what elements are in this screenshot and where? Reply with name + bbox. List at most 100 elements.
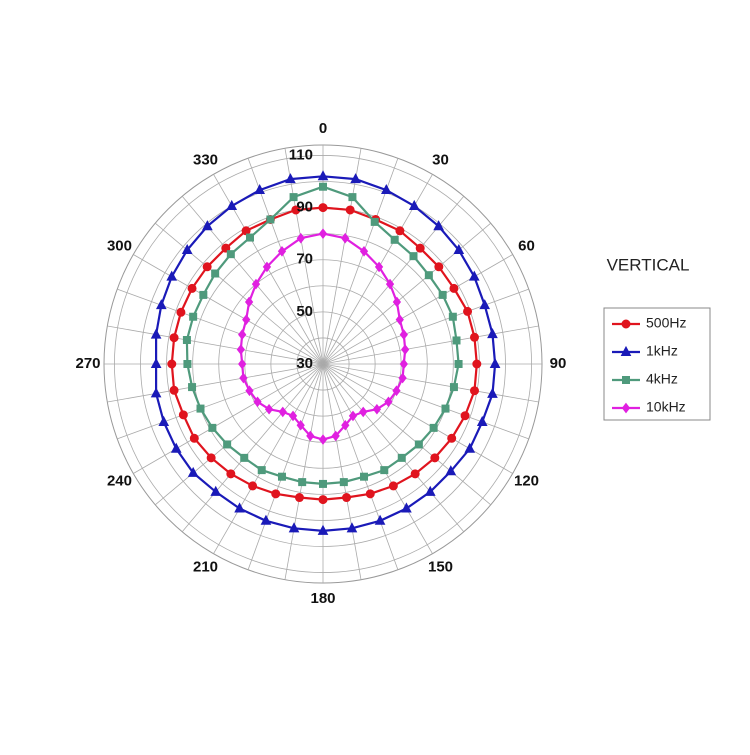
angle-label: 270 bbox=[75, 355, 100, 372]
data-point bbox=[384, 396, 393, 408]
data-point bbox=[370, 217, 379, 226]
data-point bbox=[385, 278, 395, 290]
data-point bbox=[319, 479, 327, 488]
spoke bbox=[154, 363, 324, 506]
data-point bbox=[489, 357, 501, 368]
data-point bbox=[178, 410, 188, 420]
data-point bbox=[424, 485, 436, 496]
data-point bbox=[187, 466, 199, 477]
data-point bbox=[410, 469, 420, 479]
data-point bbox=[472, 359, 482, 369]
data-point bbox=[460, 411, 470, 421]
legend-marker bbox=[622, 376, 630, 384]
angle-label: 60 bbox=[518, 237, 535, 254]
data-point bbox=[380, 466, 389, 475]
data-point bbox=[188, 383, 197, 392]
data-point bbox=[242, 314, 251, 325]
data-point bbox=[266, 215, 275, 224]
data-point bbox=[239, 372, 248, 384]
data-point bbox=[445, 465, 457, 476]
data-point bbox=[449, 283, 459, 293]
data-point bbox=[238, 329, 247, 340]
spoke bbox=[322, 195, 465, 365]
r-tick-label: 50 bbox=[296, 303, 313, 320]
data-point bbox=[331, 430, 340, 442]
data-point bbox=[339, 478, 348, 487]
data-point bbox=[401, 502, 412, 513]
data-point bbox=[245, 385, 254, 397]
data-point bbox=[487, 387, 498, 398]
data-point bbox=[452, 336, 461, 345]
data-point bbox=[158, 415, 170, 426]
legend-marker bbox=[620, 345, 632, 356]
data-point bbox=[398, 372, 407, 384]
data-point bbox=[170, 442, 182, 453]
data-point bbox=[202, 220, 213, 231]
data-point bbox=[380, 183, 392, 195]
data-point bbox=[246, 233, 254, 242]
data-point bbox=[277, 472, 286, 481]
data-point bbox=[150, 387, 162, 398]
data-point bbox=[271, 489, 281, 499]
angle-label: 240 bbox=[107, 472, 132, 489]
spoke bbox=[322, 363, 492, 506]
data-point bbox=[348, 193, 357, 202]
spoke bbox=[117, 288, 324, 365]
data-point bbox=[346, 522, 358, 533]
data-point bbox=[169, 333, 179, 343]
data-point bbox=[392, 296, 402, 308]
data-point bbox=[288, 522, 300, 533]
data-point bbox=[277, 245, 287, 257]
angle-label: 150 bbox=[428, 558, 453, 575]
angle-label: 90 bbox=[550, 355, 567, 372]
data-point bbox=[395, 314, 404, 325]
spoke bbox=[117, 363, 324, 440]
data-point bbox=[464, 442, 476, 453]
data-point bbox=[390, 235, 399, 244]
spoke bbox=[322, 288, 529, 365]
angle-label: 0 bbox=[319, 120, 327, 137]
data-point bbox=[264, 403, 274, 415]
data-point bbox=[260, 514, 272, 525]
grid-circle bbox=[114, 155, 532, 573]
data-point bbox=[360, 472, 369, 481]
data-point bbox=[291, 205, 301, 215]
data-point bbox=[285, 173, 296, 184]
data-point bbox=[226, 199, 238, 210]
data-point bbox=[298, 478, 307, 487]
data-point bbox=[374, 261, 384, 273]
data-point bbox=[181, 243, 193, 255]
data-point bbox=[317, 524, 329, 535]
data-point bbox=[372, 403, 382, 415]
data-point bbox=[318, 495, 328, 505]
data-point bbox=[189, 433, 199, 443]
data-point bbox=[240, 453, 249, 462]
grid-circle bbox=[270, 311, 376, 417]
grid-circle bbox=[218, 259, 428, 469]
angle-label: 30 bbox=[432, 151, 449, 168]
data-point bbox=[441, 404, 450, 413]
data-point bbox=[226, 469, 236, 479]
data-point bbox=[202, 262, 212, 272]
data-point bbox=[257, 466, 266, 475]
data-point bbox=[206, 453, 216, 463]
legend-label: 10kHz bbox=[646, 399, 686, 415]
data-point bbox=[244, 296, 254, 308]
data-point bbox=[395, 226, 405, 236]
r-tick-label: 70 bbox=[296, 251, 313, 268]
spoke bbox=[181, 195, 324, 365]
data-point bbox=[359, 406, 368, 418]
data-point bbox=[469, 332, 479, 342]
data-point bbox=[150, 328, 162, 339]
data-point bbox=[318, 203, 328, 213]
legend-marker bbox=[621, 402, 631, 414]
data-point bbox=[434, 262, 444, 272]
data-point bbox=[183, 360, 192, 368]
data-point bbox=[359, 245, 369, 257]
spoke bbox=[322, 222, 492, 365]
data-point bbox=[167, 359, 177, 369]
data-point bbox=[341, 232, 350, 244]
data-point bbox=[438, 290, 447, 299]
data-point bbox=[415, 243, 425, 253]
data-point bbox=[317, 170, 329, 181]
